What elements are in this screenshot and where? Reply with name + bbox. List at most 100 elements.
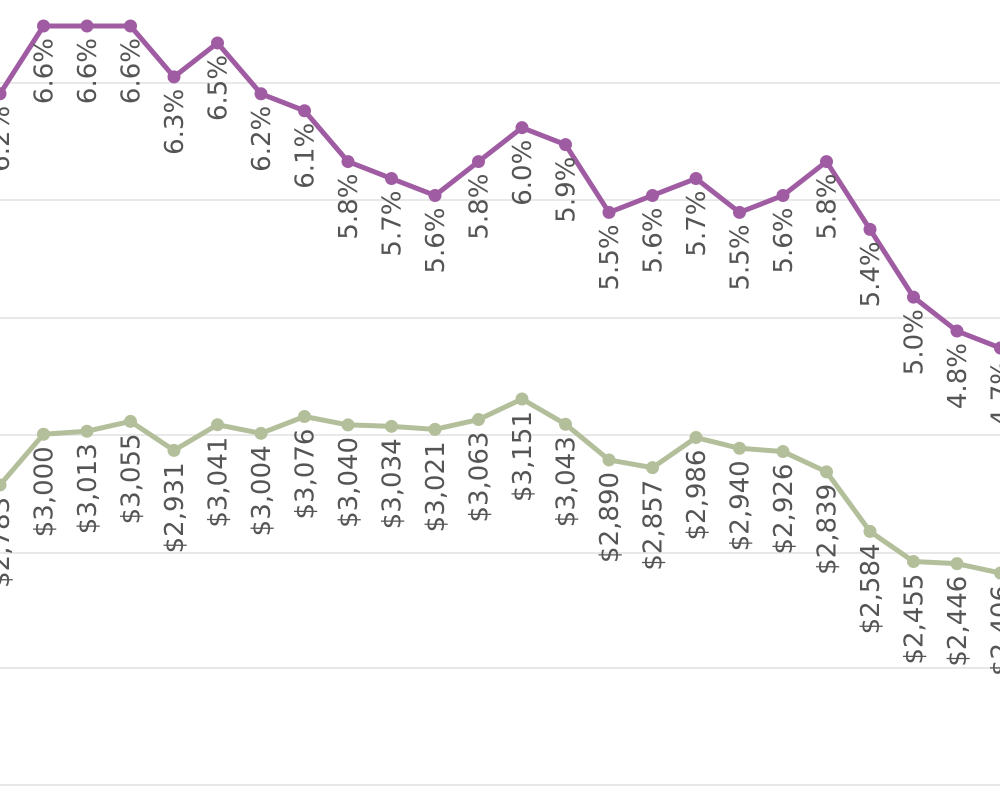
data-point[interactable]: [211, 36, 224, 50]
data-label: 6.1%: [291, 123, 321, 189]
data-label: 6.2%: [247, 106, 277, 172]
data-point[interactable]: [559, 417, 572, 431]
data-label: $2,986: [682, 450, 712, 541]
data-point[interactable]: [602, 453, 616, 467]
data-label: 5.8%: [813, 174, 843, 240]
data-label: 5.5%: [595, 224, 625, 290]
data-point[interactable]: [950, 557, 964, 571]
data-point[interactable]: [733, 441, 746, 455]
data-label: $2,940: [726, 460, 756, 551]
data-point[interactable]: [80, 424, 94, 438]
data-label: $3,021: [421, 441, 451, 532]
data-point[interactable]: [0, 87, 7, 101]
data-point[interactable]: [298, 104, 311, 118]
data-label: 4.7%: [987, 360, 1000, 426]
data-point[interactable]: [472, 155, 485, 169]
data-point[interactable]: [994, 341, 1000, 355]
data-label: 6.2%: [0, 106, 16, 172]
data-point[interactable]: [37, 427, 50, 441]
data-label: $2,783: [0, 497, 16, 588]
data-label: 6.6%: [30, 38, 60, 104]
data-label: 4.8%: [943, 343, 973, 409]
data-point[interactable]: [515, 392, 529, 406]
data-label: 5.8%: [334, 174, 364, 240]
data-label: $3,013: [73, 443, 103, 534]
data-label: $2,931: [160, 462, 190, 553]
data-label: $3,076: [291, 429, 321, 520]
data-point[interactable]: [385, 172, 398, 186]
data-label: $3,043: [552, 436, 582, 527]
data-label: 5.0%: [900, 309, 930, 375]
data-point[interactable]: [0, 478, 7, 492]
data-point[interactable]: [907, 290, 920, 304]
data-point[interactable]: [385, 419, 398, 433]
series-layer: [0, 19, 1000, 580]
data-point[interactable]: [341, 418, 355, 432]
data-label: $3,034: [378, 438, 408, 529]
data-label: 6.5%: [204, 55, 234, 121]
data-label: $3,040: [334, 437, 364, 528]
data-point[interactable]: [298, 410, 311, 424]
data-label: 5.6%: [639, 207, 669, 273]
data-point[interactable]: [733, 205, 746, 219]
data-label: $3,004: [247, 445, 277, 536]
data-label: 6.6%: [73, 38, 103, 104]
data-point[interactable]: [341, 155, 355, 169]
data-labels: 6.2% 6.6% 6.6% 6.6% 6.3% 6.5% 6.2% 6.1% 5.8% 5.7%…: [0, 38, 1000, 676]
data-label: $2,406: [987, 585, 1000, 676]
data-point[interactable]: [428, 188, 442, 202]
data-label: $2,584: [856, 543, 886, 634]
data-label: $3,000: [30, 446, 60, 537]
gridlines: [0, 82, 1000, 786]
data-point[interactable]: [646, 461, 659, 475]
data-point[interactable]: [124, 414, 137, 428]
data-point[interactable]: [689, 172, 703, 186]
data-label: 5.5%: [726, 224, 756, 290]
data-label: $2,857: [639, 480, 669, 571]
data-label: $3,063: [465, 432, 495, 523]
series-line-1: [0, 396, 1000, 576]
data-point[interactable]: [994, 566, 1000, 580]
data-label: 5.4%: [856, 241, 886, 307]
data-point[interactable]: [820, 465, 833, 479]
data-label: 6.0%: [508, 140, 538, 206]
data-point[interactable]: [254, 87, 268, 101]
data-point[interactable]: [254, 426, 268, 440]
data-point[interactable]: [80, 19, 94, 33]
data-point[interactable]: [820, 155, 833, 169]
data-point[interactable]: [167, 443, 181, 457]
data-point[interactable]: [124, 19, 137, 33]
data-label: $2,455: [900, 574, 930, 665]
data-point[interactable]: [211, 418, 224, 432]
data-point[interactable]: [689, 431, 703, 445]
data-label: $2,839: [813, 484, 843, 575]
data-point[interactable]: [428, 422, 442, 436]
data-label: $3,151: [508, 411, 538, 502]
data-point[interactable]: [167, 70, 181, 84]
data-point[interactable]: [559, 138, 572, 152]
data-point[interactable]: [37, 19, 50, 33]
data-label: 5.7%: [682, 191, 712, 257]
data-point[interactable]: [863, 222, 877, 236]
data-label: 5.9%: [552, 157, 582, 223]
data-point[interactable]: [776, 445, 790, 459]
data-label: $3,055: [117, 433, 147, 524]
data-point[interactable]: [602, 205, 616, 219]
data-point[interactable]: [907, 555, 920, 569]
data-label: 5.6%: [769, 207, 799, 273]
data-label: 6.3%: [160, 89, 190, 155]
data-point[interactable]: [776, 188, 790, 202]
data-label: 5.8%: [465, 174, 495, 240]
data-point[interactable]: [472, 413, 485, 427]
data-point[interactable]: [950, 324, 964, 338]
data-label: $2,926: [769, 464, 799, 555]
data-point[interactable]: [863, 524, 877, 538]
data-point[interactable]: [646, 188, 659, 202]
data-label: 5.6%: [421, 207, 451, 273]
data-label: 6.6%: [117, 38, 147, 104]
data-label: $2,446: [943, 576, 973, 667]
data-point[interactable]: [515, 121, 529, 135]
series-line-0: [0, 23, 1000, 351]
data-label: $2,890: [595, 472, 625, 563]
